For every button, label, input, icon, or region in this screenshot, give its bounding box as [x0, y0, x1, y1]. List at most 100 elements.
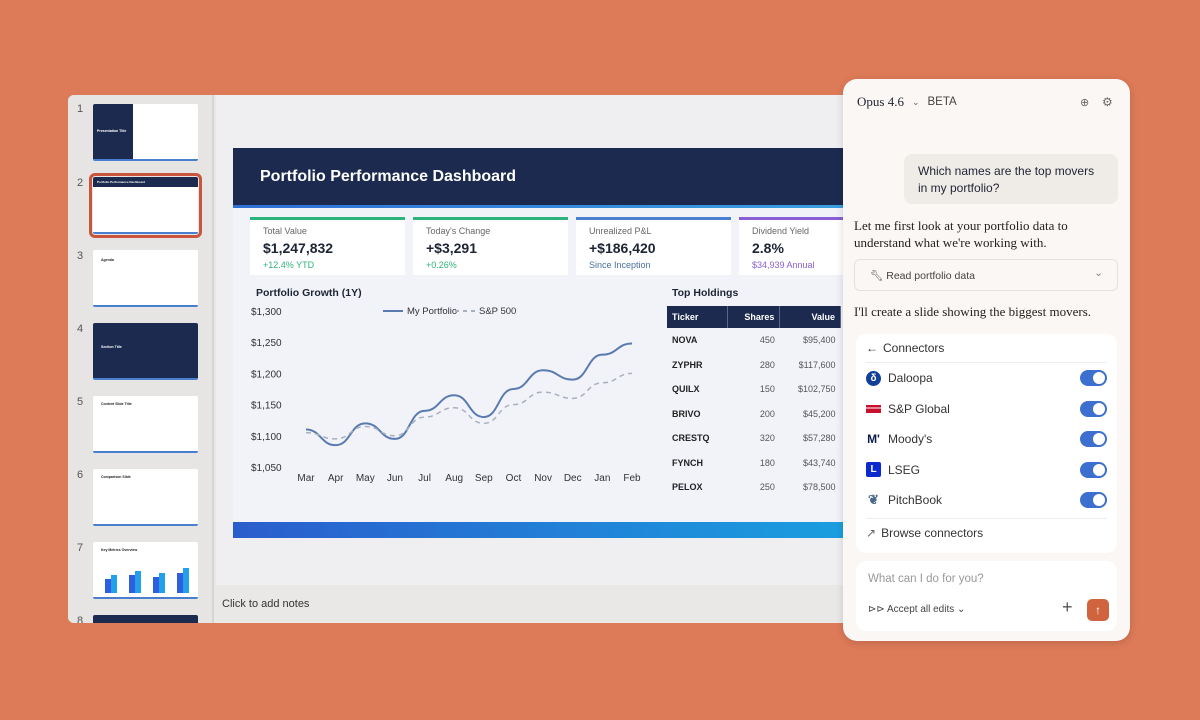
browse-connectors[interactable]: ↗ Browse connectors	[866, 517, 1107, 549]
add-icon[interactable]: +	[1062, 597, 1073, 617]
series-line-sp500	[305, 372, 633, 440]
thumb-title: Presentation Title	[97, 129, 127, 133]
connectors-back[interactable]: ← Connectors	[866, 334, 1107, 363]
thumb-title: Content Slide Title	[101, 402, 132, 406]
thumb-title: Agenda	[101, 258, 114, 262]
sp-global-logo-icon	[866, 404, 881, 413]
holding-row: NOVA 450 $95,400	[672, 335, 836, 346]
slide-thumbnail-2[interactable]: Portfolio Performance Dashboard	[89, 173, 202, 238]
arrow-up-right-icon: ↗	[866, 526, 877, 541]
slide-thumbnail-3[interactable]: Agenda	[93, 250, 198, 307]
chart-title: Portfolio Growth (1Y)	[256, 287, 362, 299]
connector-moodys[interactable]: M' Moody's	[866, 424, 1107, 455]
x-tick-label: Mar	[297, 473, 315, 484]
user-message: Which names are the top movers in my por…	[904, 154, 1118, 204]
thumb-number: 1	[77, 103, 84, 115]
assistant-message: I'll create a slide showing the biggest …	[854, 304, 1092, 319]
holding-row: QUILX 150 $102,750	[672, 384, 836, 395]
chat-input[interactable]: What can I do for you?	[868, 573, 984, 585]
send-button[interactable]: ↑	[1087, 599, 1109, 621]
slide-thumbnail-4[interactable]: Section Title	[93, 323, 198, 380]
slide-thumbnail-5[interactable]: Content Slide Title	[93, 396, 198, 453]
chevron-down-icon: ⌄	[1094, 267, 1103, 279]
slide-thumbnail-6[interactable]: Comparison Slide	[93, 469, 198, 526]
model-name: Opus 4.6	[857, 94, 904, 109]
toggle[interactable]	[1080, 370, 1107, 387]
x-tick-label: Oct	[506, 473, 522, 484]
toggle[interactable]	[1080, 400, 1107, 417]
toggle[interactable]	[1080, 431, 1107, 448]
daloopa-logo-icon: δ	[866, 370, 881, 386]
series-line-my-portfolio	[305, 342, 633, 447]
toggle[interactable]	[1080, 461, 1107, 478]
slide-thumbnail-7[interactable]: Key Metrics Overview	[93, 542, 198, 599]
holding-row: ZYPHR 280 $117,600	[672, 359, 836, 370]
beta-badge: BETA	[927, 96, 957, 108]
y-tick-label: $1,300	[251, 307, 282, 318]
kpi-card-unrealized-pl: Unrealized P&L +$186,420 Since Inception	[576, 217, 731, 275]
legend-label: S&P 500	[479, 306, 516, 317]
connector-lseg[interactable]: L LSEG	[866, 455, 1107, 486]
slide-thumbnail-1[interactable]: Presentation Title	[93, 104, 198, 161]
holding-row: BRIVO 200 $45,200	[672, 408, 836, 419]
chat-input-box[interactable]: What can I do for you? ⊳⊳ Accept all edi…	[856, 561, 1117, 631]
portfolio-growth-chart: $1,050 $1,100 $1,150 $1,200 $1,250 $1,300 Mar A…	[251, 306, 641, 484]
y-tick-label: $1,150	[251, 401, 282, 412]
x-tick-label: Dec	[564, 473, 582, 484]
wrench-icon: 🔧︎	[870, 270, 887, 282]
thumb-title: Portfolio Performance Dashboard	[97, 180, 146, 184]
y-tick-label: $1,050	[251, 463, 282, 474]
thumb-title: Comparison Slide	[101, 475, 131, 479]
thumb-title: Section Title	[101, 345, 122, 349]
connector-daloopa[interactable]: δ Daloopa	[866, 363, 1107, 394]
connector-sp-global[interactable]: S&P Global	[866, 394, 1107, 425]
thumb-number: 4	[77, 323, 84, 335]
slide-thumbnail-8[interactable]	[93, 615, 198, 623]
holdings-title: Top Holdings	[672, 287, 739, 299]
arrow-left-icon: ←	[866, 341, 878, 355]
tool-call-read-portfolio[interactable]: 🔧︎ Read portfolio data ⌄	[854, 259, 1118, 291]
x-tick-label: Feb	[623, 473, 641, 484]
kpi-card-total-value: Total Value $1,247,832 +12.4% YTD	[250, 217, 405, 275]
toggle[interactable]	[1080, 492, 1107, 509]
holding-row: CRESTQ 320 $57,280	[672, 433, 836, 444]
y-tick-label: $1,200	[251, 369, 282, 380]
x-tick-label: Sep	[475, 473, 493, 484]
thumb-number: 6	[77, 469, 84, 481]
slide-editor[interactable]: Portfolio Performance Dashboard Total Va…	[216, 95, 858, 585]
slide-footer-bar	[233, 522, 858, 538]
thumb-number: 3	[77, 250, 84, 262]
new-chat-icon[interactable]: ⊕	[1080, 97, 1090, 109]
slide-title: Portfolio Performance Dashboard	[233, 148, 858, 205]
connectors-menu: ← Connectors δ Daloopa S&P Global M' Moody'…	[856, 334, 1117, 553]
accept-edits-dropdown[interactable]: ⊳⊳ Accept all edits ⌄	[868, 604, 966, 615]
y-tick-label: $1,100	[251, 432, 282, 443]
x-tick-label: Nov	[534, 473, 552, 484]
pitchbook-logo-icon: ❦	[868, 492, 879, 508]
fast-forward-icon: ⊳⊳	[868, 604, 887, 615]
x-tick-label: Jan	[594, 473, 610, 484]
x-tick-label: Jun	[387, 473, 403, 484]
moodys-logo-icon: M'	[867, 432, 880, 447]
x-tick-label: Jul	[418, 473, 431, 484]
thumb-number: 2	[77, 177, 84, 189]
y-tick-label: $1,250	[251, 338, 282, 349]
thumb-number: 7	[77, 542, 84, 554]
x-tick-label: May	[356, 473, 375, 484]
settings-icon[interactable]: ⚙	[1102, 95, 1113, 109]
kpi-card-todays-change: Today's Change +$3,291 +0.26%	[413, 217, 568, 275]
legend-label: My Portfolio	[407, 306, 457, 317]
assistant-message: Let me first look at your portfolio data…	[854, 218, 1068, 250]
slide-thumbnail-panel[interactable]: 1 Presentation Title 2 Portfolio Perform…	[68, 95, 214, 623]
holding-row: PELOX 250 $78,500	[672, 482, 836, 493]
model-selector[interactable]: Opus 4.6 ⌄ BETA	[857, 94, 957, 110]
holdings-table: Ticker Shares Value NOVA 450 $95,400 ZYPHR 280…	[667, 306, 841, 500]
thumb-number: 5	[77, 396, 84, 408]
notes-field[interactable]: Click to add notes	[222, 598, 310, 610]
lseg-logo-icon: L	[866, 462, 881, 478]
connector-pitchbook[interactable]: ❦ PitchBook	[866, 485, 1107, 516]
slide-canvas[interactable]: Portfolio Performance Dashboard Total Va…	[233, 148, 858, 538]
kpi-card-dividend-yield: Dividend Yield 2.8% $34,939 Annual	[739, 217, 858, 275]
assistant-panel: Opus 4.6 ⌄ BETA ⊕ ⚙ Which names are the …	[843, 79, 1130, 641]
thumb-title: Key Metrics Overview	[101, 548, 138, 552]
